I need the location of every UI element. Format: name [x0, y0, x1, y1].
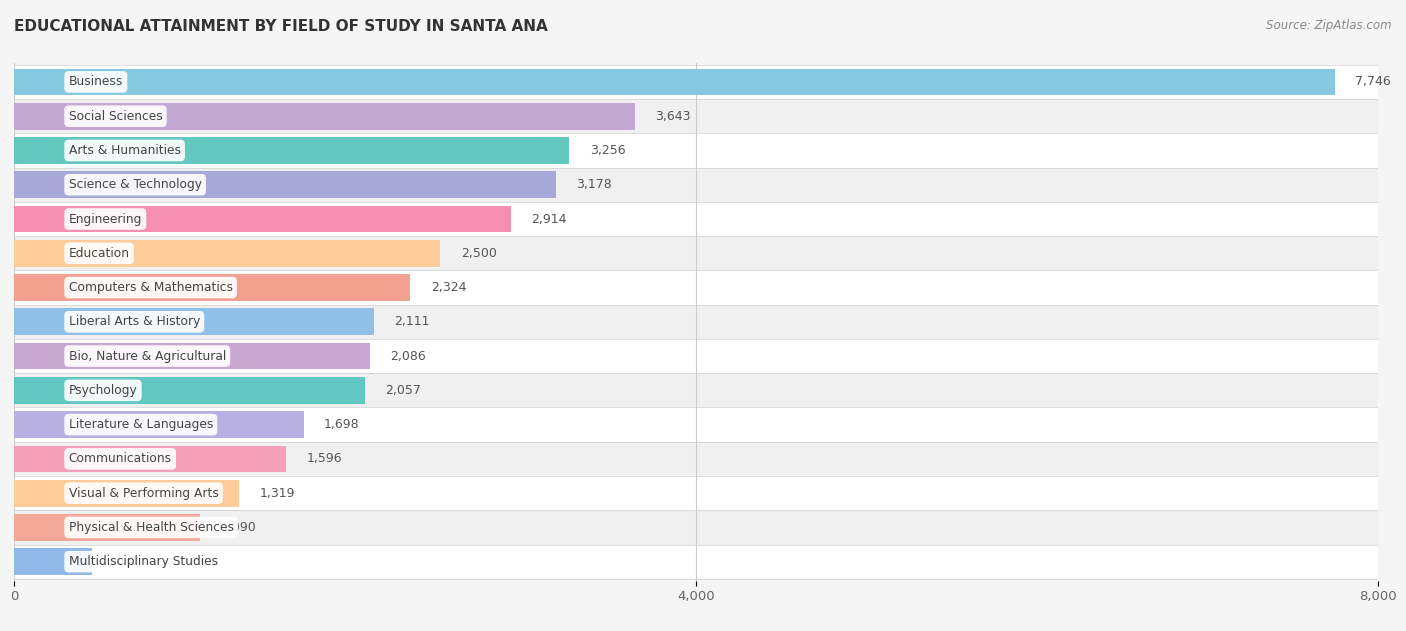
Text: Bio, Nature & Agricultural: Bio, Nature & Agricultural — [69, 350, 226, 363]
FancyBboxPatch shape — [14, 202, 1378, 236]
Bar — [14, 69, 1334, 95]
Text: 2,914: 2,914 — [531, 213, 567, 225]
Bar — [14, 548, 93, 575]
Text: 1,090: 1,090 — [221, 521, 256, 534]
Text: Education: Education — [69, 247, 129, 260]
Text: Business: Business — [69, 76, 122, 88]
Bar — [14, 445, 287, 472]
FancyBboxPatch shape — [14, 408, 1378, 442]
Bar — [14, 343, 370, 369]
Text: 7,746: 7,746 — [1355, 76, 1391, 88]
Text: Social Sciences: Social Sciences — [69, 110, 162, 122]
Text: 3,643: 3,643 — [655, 110, 692, 122]
FancyBboxPatch shape — [14, 339, 1378, 373]
Bar — [14, 514, 200, 541]
Bar — [14, 377, 364, 404]
Bar — [14, 172, 555, 198]
Bar — [14, 103, 636, 129]
Text: Computers & Mathematics: Computers & Mathematics — [69, 281, 232, 294]
Bar — [14, 206, 510, 232]
Bar — [14, 309, 374, 335]
Text: 460: 460 — [112, 555, 136, 568]
Text: Source: ZipAtlas.com: Source: ZipAtlas.com — [1267, 19, 1392, 32]
FancyBboxPatch shape — [14, 99, 1378, 133]
Text: Communications: Communications — [69, 452, 172, 466]
Text: 2,111: 2,111 — [395, 316, 430, 328]
Text: 2,086: 2,086 — [389, 350, 426, 363]
Text: 1,319: 1,319 — [259, 487, 295, 500]
FancyBboxPatch shape — [14, 133, 1378, 168]
Text: 2,500: 2,500 — [461, 247, 496, 260]
FancyBboxPatch shape — [14, 442, 1378, 476]
Text: Liberal Arts & History: Liberal Arts & History — [69, 316, 200, 328]
FancyBboxPatch shape — [14, 271, 1378, 305]
Text: Arts & Humanities: Arts & Humanities — [69, 144, 180, 157]
Bar — [14, 411, 304, 438]
Text: Psychology: Psychology — [69, 384, 138, 397]
Bar — [14, 137, 569, 164]
Text: 1,596: 1,596 — [307, 452, 342, 466]
FancyBboxPatch shape — [14, 305, 1378, 339]
Text: Physical & Health Sciences: Physical & Health Sciences — [69, 521, 233, 534]
FancyBboxPatch shape — [14, 476, 1378, 510]
FancyBboxPatch shape — [14, 168, 1378, 202]
Bar — [14, 274, 411, 301]
Text: 3,256: 3,256 — [589, 144, 626, 157]
Text: 2,057: 2,057 — [385, 384, 420, 397]
Text: Multidisciplinary Studies: Multidisciplinary Studies — [69, 555, 218, 568]
FancyBboxPatch shape — [14, 510, 1378, 545]
FancyBboxPatch shape — [14, 373, 1378, 408]
Text: EDUCATIONAL ATTAINMENT BY FIELD OF STUDY IN SANTA ANA: EDUCATIONAL ATTAINMENT BY FIELD OF STUDY… — [14, 19, 548, 34]
Text: 2,324: 2,324 — [430, 281, 467, 294]
Bar — [14, 480, 239, 507]
FancyBboxPatch shape — [14, 236, 1378, 271]
FancyBboxPatch shape — [14, 65, 1378, 99]
Bar — [14, 240, 440, 267]
FancyBboxPatch shape — [14, 545, 1378, 579]
Text: Literature & Languages: Literature & Languages — [69, 418, 212, 431]
Text: Engineering: Engineering — [69, 213, 142, 225]
Text: 3,178: 3,178 — [576, 178, 612, 191]
Text: Visual & Performing Arts: Visual & Performing Arts — [69, 487, 218, 500]
Text: 1,698: 1,698 — [323, 418, 360, 431]
Text: Science & Technology: Science & Technology — [69, 178, 201, 191]
